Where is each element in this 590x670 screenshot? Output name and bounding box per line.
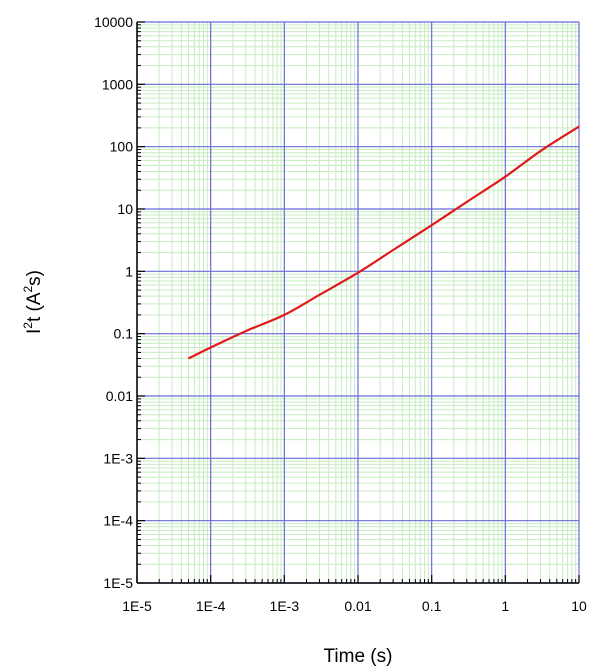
y-tick-label: 100 [110,139,134,155]
x-tick-label: 10 [571,598,587,614]
y-axis-title-base: I [24,329,45,334]
y-tick-label: 0.1 [114,326,134,342]
y-axis-title-end: s) [24,270,45,286]
x-tick-label: 0.01 [344,598,371,614]
series-line [188,125,580,360]
y-axis-title-mid: t (A [24,292,45,322]
y-tick-label: 0.01 [106,388,133,404]
y-axis-title-sup1: 2 [21,322,35,329]
x-axis-title: Time (s) [324,646,393,667]
x-tick-label: 1E-3 [270,598,300,614]
x-tick-label: 1E-4 [196,598,226,614]
y-tick-label: 1 [125,263,133,279]
y-tick-label: 10 [117,201,133,217]
x-tick-labels: 1E-5 1E-4 1E-3 0.01 0.1 1 10 [122,598,587,614]
y-tick-label: 1E-3 [103,450,133,466]
y-axis-title: I2t (A2s) [21,270,45,334]
y-tick-label: 1000 [102,76,133,92]
x-tick-label: 1 [501,598,509,614]
y-ticks [137,21,145,584]
x-ticks [136,575,580,583]
y-tick-label: 10000 [94,14,133,30]
x-tick-label: 1E-5 [122,598,152,614]
series-layer [188,125,580,360]
y-tick-label: 1E-5 [103,575,133,591]
y-tick-label: 1E-4 [103,513,133,529]
x-tick-label: 0.1 [422,598,442,614]
y-axis-title-sup2: 2 [21,285,35,292]
y-tick-labels: 1E-5 1E-4 1E-3 0.01 0.1 1 10 100 1000 10000 [94,14,133,591]
